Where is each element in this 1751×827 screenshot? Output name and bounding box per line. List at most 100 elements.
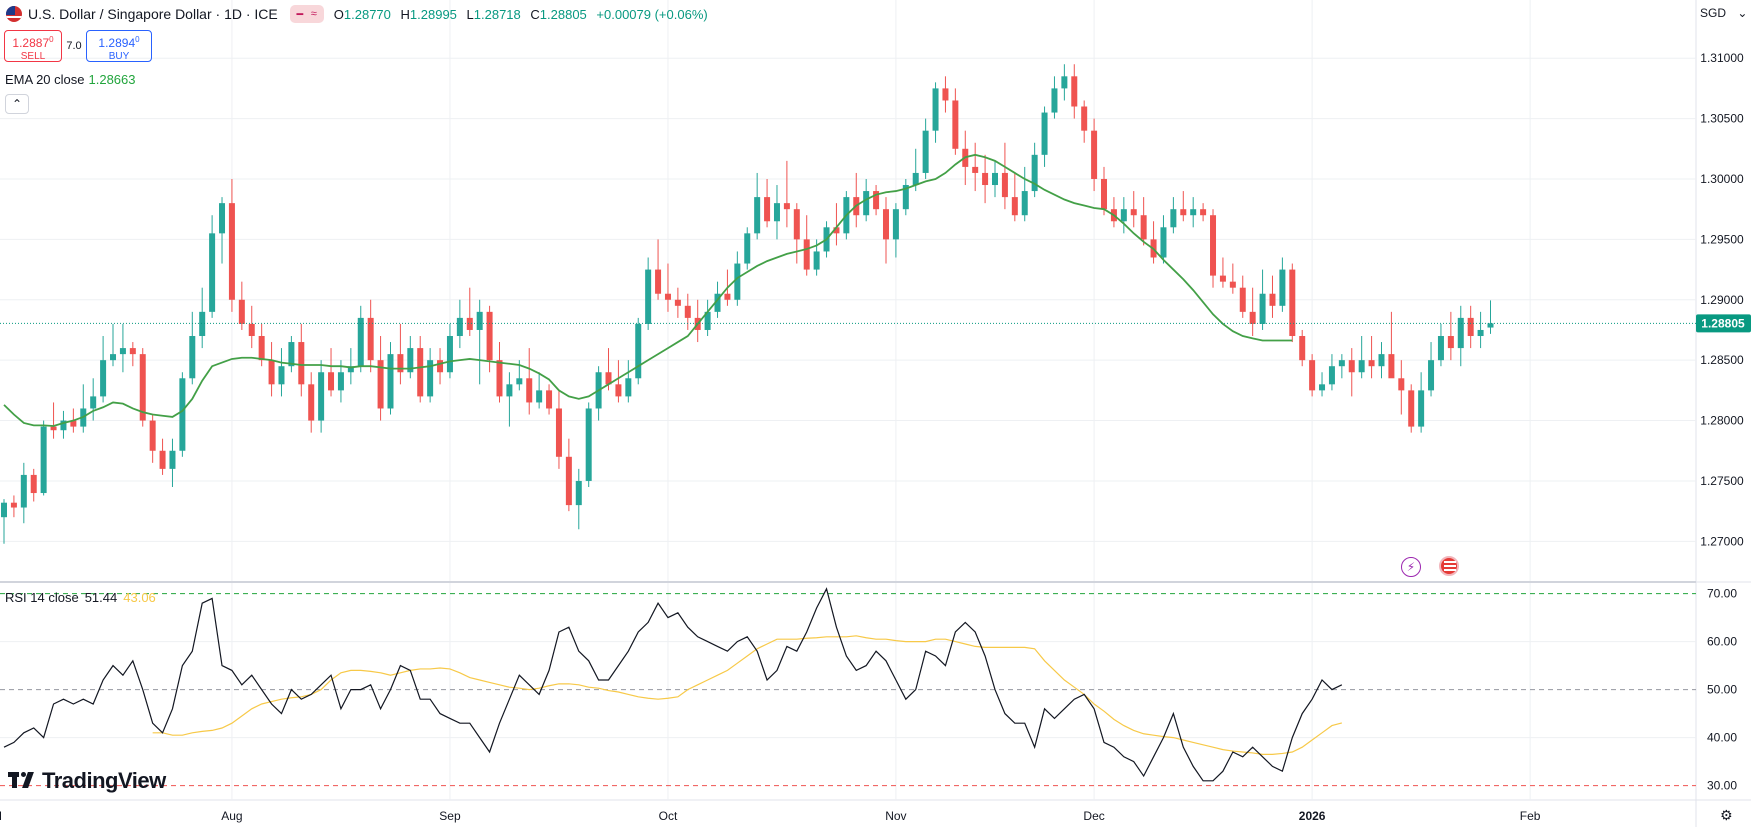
candle-up bbox=[1, 502, 7, 518]
price-tick-label: 1.28500 bbox=[1700, 353, 1744, 367]
candle-down bbox=[1011, 197, 1018, 216]
candle-up bbox=[912, 172, 919, 186]
candle-down bbox=[377, 360, 384, 409]
candle-up bbox=[446, 336, 453, 373]
candle-down bbox=[248, 323, 255, 337]
close-value: 1.28805 bbox=[539, 6, 587, 22]
candle-up bbox=[1259, 293, 1266, 324]
rsi-legend[interactable]: RSI 14 close 51.44 43.06 bbox=[5, 590, 156, 605]
price-tick-label: 1.31000 bbox=[1700, 51, 1744, 65]
price-axis[interactable]: 1.31000 1.30500 1.30000 1.29500 1.29000 1.285… bbox=[1700, 51, 1744, 548]
candle-up bbox=[1378, 354, 1385, 367]
candle-up bbox=[902, 185, 909, 210]
candle-down bbox=[397, 354, 404, 373]
candle-up bbox=[219, 203, 226, 234]
candle-up bbox=[387, 354, 394, 409]
price-tick-label: 1.27500 bbox=[1700, 474, 1744, 488]
time-tick-label: Nov bbox=[885, 809, 906, 823]
candle-down bbox=[982, 172, 989, 186]
candle-down bbox=[724, 293, 731, 300]
candle-up bbox=[922, 130, 929, 173]
price-tick-label: 1.29500 bbox=[1700, 232, 1744, 246]
currency-select[interactable]: SGD ⌄ bbox=[1700, 6, 1747, 20]
ema-legend-value: 1.28663 bbox=[88, 72, 136, 87]
price-tick-label: 1.28000 bbox=[1700, 414, 1744, 428]
usd-sgd-flag-icon bbox=[6, 6, 22, 22]
close-label: C bbox=[530, 6, 540, 22]
high-label: H bbox=[400, 6, 410, 22]
sell-price: 1.2887 bbox=[12, 36, 50, 50]
spread-value: 7.0 bbox=[66, 40, 82, 52]
ohlc-readout: O1.28770 H1.28995 L1.28718 C1.28805 +0.0… bbox=[334, 7, 708, 22]
candle-down bbox=[1180, 209, 1187, 216]
candle-down bbox=[1229, 281, 1236, 288]
indicator-toggle[interactable]: ━ ≈ bbox=[289, 5, 324, 23]
candle-down bbox=[764, 197, 771, 222]
rsi-axis[interactable]: 70.00 60.00 50.00 40.00 30.00 bbox=[1707, 587, 1737, 793]
change-value: +0.00079 (+0.06%) bbox=[596, 6, 708, 22]
candle-down bbox=[50, 426, 57, 431]
candle-down bbox=[367, 317, 374, 361]
rsi-tick-label: 40.00 bbox=[1707, 731, 1737, 745]
currency-select-value: SGD bbox=[1700, 6, 1727, 20]
candle-up bbox=[179, 378, 186, 451]
time-tick-label: Jul bbox=[0, 809, 2, 823]
candle-up bbox=[754, 197, 761, 234]
candle-down bbox=[1140, 215, 1147, 240]
candle-down bbox=[1447, 336, 1454, 349]
candle-up bbox=[427, 360, 434, 397]
candle-up bbox=[575, 480, 582, 506]
time-axis[interactable]: Jul Aug Sep Oct Nov Dec 2026 Feb bbox=[0, 809, 1541, 823]
candle-up bbox=[357, 317, 364, 367]
candle-up bbox=[1041, 112, 1048, 155]
last-price-text: 1.28805 bbox=[1701, 316, 1745, 330]
lightning-icon[interactable]: ⚡ bbox=[1401, 557, 1421, 577]
candle-down bbox=[674, 299, 681, 306]
candle-up bbox=[734, 263, 741, 300]
candle-down bbox=[565, 456, 572, 506]
us-flag-icon[interactable] bbox=[1439, 556, 1459, 576]
candle-up bbox=[100, 360, 107, 397]
candle-down bbox=[1071, 76, 1078, 107]
candle-up bbox=[189, 336, 196, 379]
sell-button[interactable]: 1.28870 SELL bbox=[4, 30, 62, 62]
rsi-ma-line bbox=[152, 635, 1343, 756]
candle-up bbox=[744, 233, 751, 264]
candle-up bbox=[476, 311, 483, 330]
last-price-tag: 1.28805 bbox=[0, 314, 1751, 333]
candle-down bbox=[238, 299, 245, 324]
candle-down bbox=[1210, 215, 1217, 276]
candle-up bbox=[516, 378, 523, 385]
ema-legend[interactable]: EMA 20 close 1.28663 bbox=[5, 72, 136, 87]
time-tick-label: Aug bbox=[221, 809, 242, 823]
sell-price-sup: 0 bbox=[49, 35, 54, 44]
candle-down bbox=[783, 203, 790, 210]
candle-down bbox=[1130, 209, 1137, 216]
candle-up bbox=[1358, 360, 1365, 373]
chevron-up-icon[interactable]: ⌃ bbox=[5, 94, 29, 114]
candle-down bbox=[1200, 209, 1207, 216]
candle-up bbox=[1487, 323, 1494, 328]
candle-down bbox=[228, 203, 235, 300]
candle-down bbox=[546, 390, 553, 409]
candle-up bbox=[40, 426, 47, 494]
symbol-title[interactable]: U.S. Dollar / Singapore Dollar · 1D · IC… bbox=[28, 6, 278, 22]
candle-up bbox=[1190, 209, 1197, 216]
buy-button[interactable]: 1.28940 BUY bbox=[86, 30, 152, 62]
minus-icon[interactable]: ━ bbox=[296, 8, 304, 21]
tradingview-logo-icon bbox=[8, 772, 38, 790]
candle-down bbox=[1289, 269, 1296, 337]
tradingview-logo-text: TradingView bbox=[42, 768, 166, 793]
candle-down bbox=[268, 360, 275, 385]
candle-up bbox=[1319, 384, 1326, 391]
gear-icon[interactable]: ⚙ bbox=[1720, 807, 1733, 823]
candle-down bbox=[1101, 178, 1108, 210]
candle-down bbox=[496, 360, 503, 397]
candle-up bbox=[1031, 154, 1038, 192]
candle-down bbox=[655, 269, 662, 294]
candle-down bbox=[1299, 336, 1306, 361]
candle-up bbox=[635, 323, 642, 379]
candle-up bbox=[1418, 390, 1425, 427]
approx-icon[interactable]: ≈ bbox=[310, 8, 317, 20]
candle-down bbox=[793, 209, 800, 240]
